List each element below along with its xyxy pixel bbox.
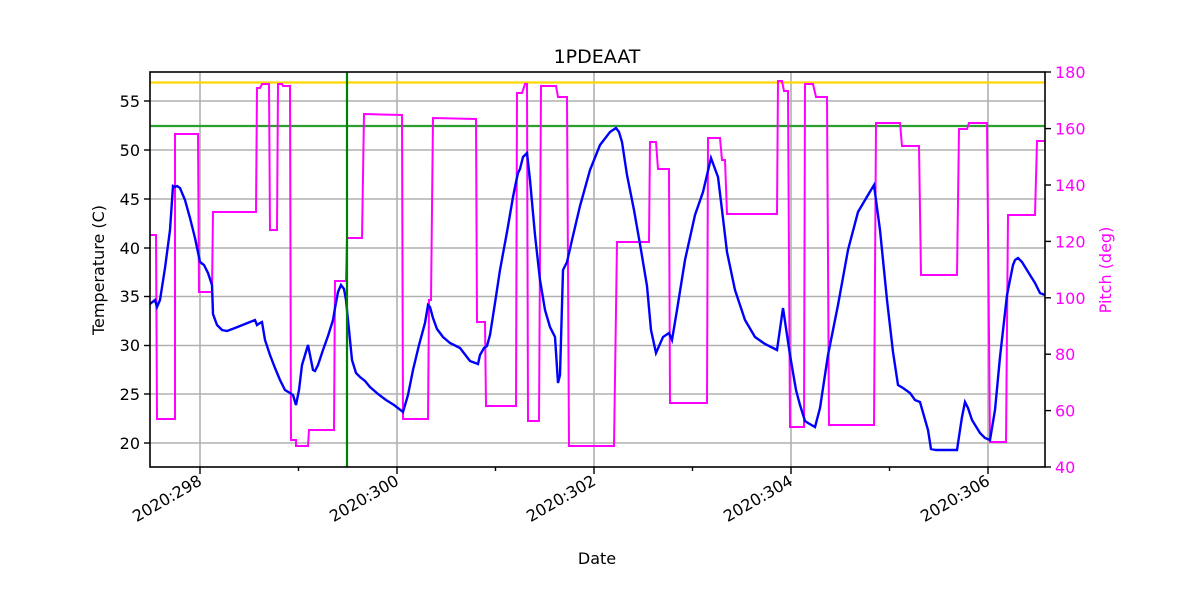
y-tick-label: 40 [120, 239, 140, 258]
y-tick-label: 25 [120, 385, 140, 404]
y2-tick-label: 100 [1055, 289, 1086, 308]
y-tick-label: 20 [120, 434, 140, 453]
y2-axis-label: Pitch (deg) [1096, 227, 1115, 314]
y2-tick-label: 80 [1055, 345, 1075, 364]
right-axis [1045, 71, 1051, 468]
left-axis-labels: 20 25 30 35 40 45 50 55 [120, 92, 140, 453]
y2-tick-label: 120 [1055, 232, 1086, 251]
x-axis-label: Date [578, 549, 616, 568]
y2-tick-label: 40 [1055, 458, 1075, 477]
chart-title: 1PDEAAT [554, 46, 641, 68]
y2-tick-label: 160 [1055, 120, 1086, 139]
y-tick-label: 35 [120, 287, 140, 306]
y-tick-label: 50 [120, 141, 140, 160]
x-axis [199, 467, 989, 474]
y-tick-label: 30 [120, 336, 140, 355]
y2-tick-label: 180 [1055, 63, 1086, 82]
y2-tick-label: 140 [1055, 176, 1086, 195]
y-axis-label: Temperature (C) [89, 205, 108, 336]
y-tick-label: 55 [120, 92, 140, 111]
right-axis-labels: 40 60 80 100 120 140 160 180 [1055, 63, 1086, 477]
y-tick-label: 45 [120, 190, 140, 209]
left-axis [144, 100, 150, 444]
pitch-series [150, 80, 1045, 447]
plot-frame [149, 71, 1046, 468]
temperature-series [149, 126, 1046, 452]
y2-tick-label: 60 [1055, 402, 1075, 421]
